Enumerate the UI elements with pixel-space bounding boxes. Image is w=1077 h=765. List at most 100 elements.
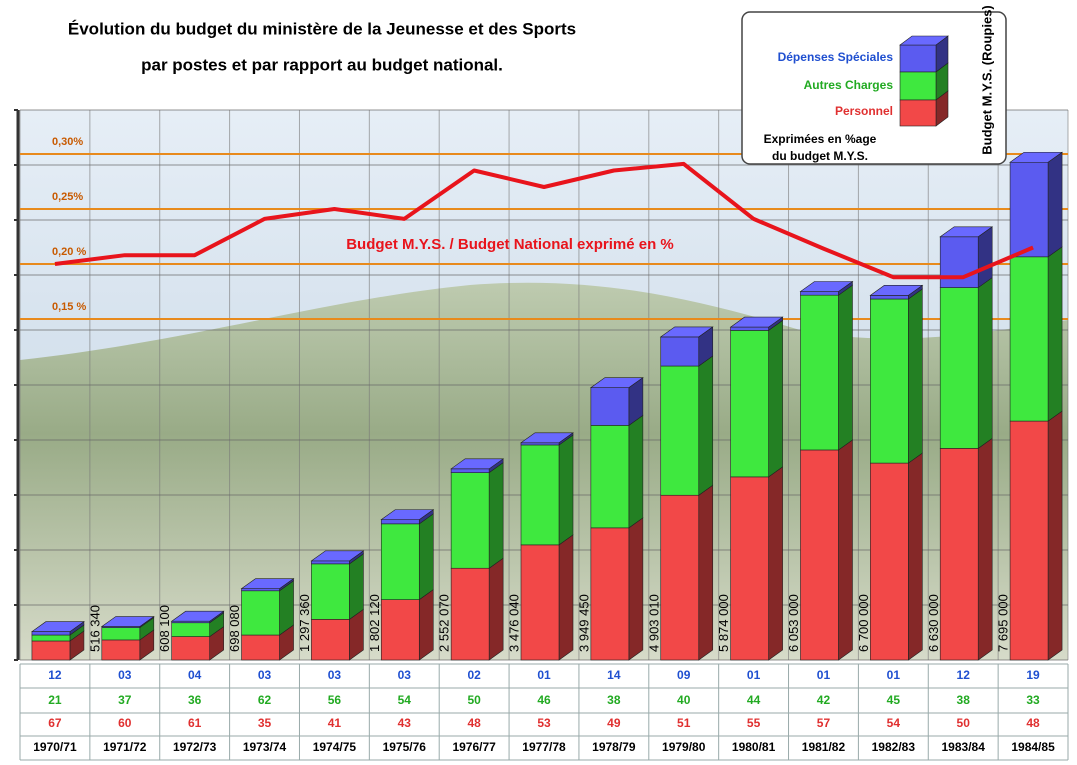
- chart-subtitle: par postes et par rapport au budget nati…: [141, 55, 503, 74]
- bar-segment: [311, 619, 349, 660]
- table-value: 42: [817, 693, 831, 707]
- bar-side: [908, 289, 922, 463]
- bar-side: [489, 463, 503, 569]
- bar-segment: [381, 524, 419, 600]
- table-value: 55: [747, 716, 761, 730]
- table-value: 43: [398, 716, 412, 730]
- bar-segment: [381, 520, 419, 524]
- bar-segment: [311, 561, 349, 564]
- table-value: 35: [258, 716, 272, 730]
- table-value: 50: [957, 716, 971, 730]
- x-tick-label: 1973/74: [243, 740, 287, 754]
- bar-side: [769, 320, 783, 476]
- table-value: 60: [118, 716, 132, 730]
- bar-side: [699, 356, 713, 495]
- table-value: 01: [537, 668, 551, 682]
- bar-side: [978, 278, 992, 449]
- x-tick-label: 1981/82: [802, 740, 846, 754]
- bar-segment: [940, 448, 978, 660]
- bar-side: [1048, 411, 1062, 660]
- x-tick-label: 1971/72: [103, 740, 147, 754]
- bar-side: [559, 535, 573, 660]
- total-label: 6 053 000: [786, 594, 801, 652]
- table-value: 54: [887, 716, 901, 730]
- bar-segment: [521, 443, 559, 445]
- total-label: 698 080: [227, 605, 242, 652]
- bar-side: [629, 415, 643, 527]
- table-value: 49: [607, 716, 621, 730]
- legend-label: Dépenses Spéciales: [778, 50, 894, 64]
- table-value: 02: [467, 668, 481, 682]
- bar-side: [1048, 152, 1062, 257]
- table-value: 14: [607, 668, 621, 682]
- legend-label: Personnel: [835, 104, 893, 118]
- x-tick-label: 1979/80: [662, 740, 706, 754]
- table-value: 54: [398, 693, 412, 707]
- y2-tick-label: 0,30%: [52, 136, 83, 148]
- total-label: 4 903 010: [646, 594, 661, 652]
- table-value: 51: [677, 716, 691, 730]
- bar-segment: [870, 299, 908, 463]
- legend-swatch: [900, 100, 936, 126]
- table-value: 03: [118, 668, 132, 682]
- bar-segment: [381, 600, 419, 660]
- bar-segment: [800, 295, 838, 450]
- bar-segment: [870, 295, 908, 299]
- total-label: 6 630 000: [926, 594, 941, 652]
- bar-segment: [172, 637, 210, 660]
- table-value: 50: [467, 693, 481, 707]
- table-value: 03: [328, 668, 342, 682]
- table-value: 38: [957, 693, 971, 707]
- y2-tick-label: 0,25%: [52, 191, 83, 203]
- table-value: 45: [887, 693, 901, 707]
- table-value: 09: [677, 668, 691, 682]
- bar-side: [699, 485, 713, 660]
- bar-segment: [591, 528, 629, 660]
- total-label: 3 949 450: [576, 594, 591, 652]
- table-value: 37: [118, 693, 132, 707]
- bar-side: [419, 590, 433, 660]
- table-value: 01: [747, 668, 761, 682]
- legend-note: Exprimées en %age: [764, 132, 877, 146]
- table-value: 62: [258, 693, 272, 707]
- x-tick-label: 1976/77: [452, 740, 496, 754]
- table-value: 03: [398, 668, 412, 682]
- legend-swatch: [900, 45, 936, 72]
- bar-segment: [800, 450, 838, 660]
- x-tick-label: 1974/75: [313, 740, 357, 754]
- bar-side: [419, 514, 433, 600]
- table-value: 57: [817, 716, 831, 730]
- bar-segment: [32, 641, 70, 660]
- bar-segment: [731, 330, 769, 476]
- x-tick-label: 1977/78: [522, 740, 566, 754]
- table-value: 01: [887, 668, 901, 682]
- bar-segment: [102, 628, 140, 640]
- bar-segment: [242, 589, 280, 591]
- bar-segment: [451, 469, 489, 473]
- bar-side: [838, 285, 852, 450]
- y2-tick-label: 0,20 %: [52, 246, 86, 258]
- bar-side: [629, 518, 643, 660]
- bar-segment: [521, 445, 559, 545]
- x-tick-label: 1982/83: [872, 740, 916, 754]
- bar-segment: [1010, 162, 1048, 257]
- table-value: 04: [188, 668, 202, 682]
- bar-segment: [242, 635, 280, 660]
- total-label: 1 802 120: [367, 594, 382, 652]
- table-value: 03: [258, 668, 272, 682]
- table-value: 19: [1026, 668, 1040, 682]
- table-value: 36: [188, 693, 202, 707]
- bar-segment: [591, 388, 629, 426]
- table-value: 21: [48, 693, 62, 707]
- bar-segment: [242, 591, 280, 635]
- bar-segment: [870, 463, 908, 660]
- bar-segment: [32, 632, 70, 635]
- total-label: 6 700 000: [856, 594, 871, 652]
- bar-segment: [591, 425, 629, 527]
- table-value: 56: [328, 693, 342, 707]
- total-label: 5 874 000: [716, 594, 731, 652]
- bar-segment: [521, 545, 559, 660]
- total-label: 608 100: [157, 605, 172, 652]
- chart: Évolution du budget du ministère de la J…: [0, 0, 1077, 765]
